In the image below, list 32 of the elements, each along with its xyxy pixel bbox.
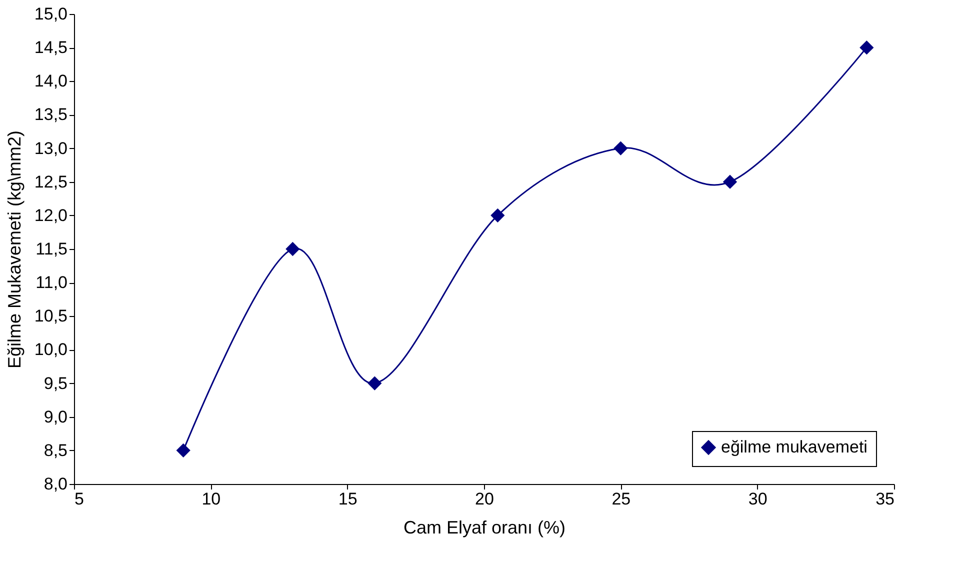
point [368, 376, 382, 390]
y-tick-label: 8,5 [44, 440, 68, 460]
x-axis-title: Cam Elyaf oranı (%) [403, 518, 566, 538]
point [490, 208, 505, 222]
y-tick-label: 9,0 [44, 407, 68, 426]
y-tick-label: 8,0 [44, 474, 68, 494]
y-tick-label: 13,5 [34, 105, 68, 124]
y-tick-label: 9,5 [44, 374, 68, 393]
y-tick-label: 11,0 [36, 273, 68, 292]
x-tick-label: 20 [475, 490, 494, 508]
x-tick-label: 5 [74, 490, 84, 508]
legend-label: eğilme mukavemeti [721, 438, 868, 456]
y-tick-label: 13,0 [34, 138, 68, 158]
y-tick-label: 14,5 [34, 38, 68, 58]
x-tick-label: 15 [338, 490, 358, 508]
y-tick-label: 15,0 [34, 4, 68, 24]
y-tick-label: 10,5 [34, 306, 68, 326]
x-tick-label: 35 [876, 490, 894, 508]
x-tick-label: 10 [202, 490, 221, 508]
y-tick-label: 11,5 [36, 240, 68, 258]
point [176, 443, 190, 458]
y-tick-label: 12,0 [34, 206, 68, 225]
y-tick-label: 14,0 [34, 72, 68, 91]
y-tick-label: 12,5 [34, 172, 68, 192]
x-tick-label: 30 [748, 490, 768, 508]
point [614, 141, 628, 156]
x-tick-label: 25 [612, 490, 631, 508]
point [286, 242, 300, 256]
y-tick-label: 10,0 [34, 340, 68, 360]
point [860, 40, 874, 55]
y-axis-title: Eğilme Mukavemeti (kg\mm2) [4, 130, 24, 369]
point [722, 174, 738, 189]
